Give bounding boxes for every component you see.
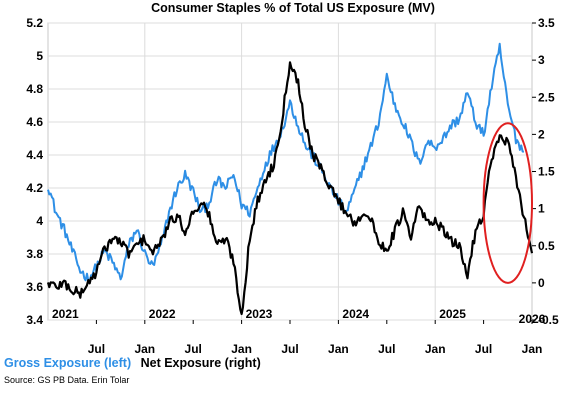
right-tick-label: 2.5 <box>538 90 555 104</box>
left-tick-label: 3.4 <box>26 313 43 327</box>
right-tick-label: 0 <box>538 276 545 290</box>
year-label: 2025 <box>439 307 466 321</box>
legend-gross-exposure: Gross Exposure (left) <box>4 356 132 370</box>
month-label: Jul <box>281 342 298 356</box>
right-tick-label: 3 <box>538 53 545 67</box>
left-tick-label: 3.6 <box>26 280 43 294</box>
left-tick-label: 5.2 <box>26 16 43 30</box>
left-axis: 3.4 3.6 3.8 4 4.2 4.4 4.6 4.8 5 5.2 <box>26 16 43 327</box>
right-tick-label: 1 <box>538 202 545 216</box>
net-exposure-line <box>46 61 534 316</box>
chart-title: Consumer Staples % of Total US Exposure … <box>151 1 435 15</box>
month-label: Jan <box>134 342 155 356</box>
year-label: 2026 <box>519 312 546 326</box>
legend: Gross Exposure (left) Net Exposure (righ… <box>4 356 261 370</box>
series-group <box>46 42 534 316</box>
month-label: Jul <box>88 342 105 356</box>
annotations <box>482 122 533 284</box>
highlight-ellipse <box>482 122 533 284</box>
left-tick-label: 4.2 <box>26 181 43 195</box>
left-tick-label: 3.8 <box>26 247 43 261</box>
right-axis: -0.5 0 0.5 1 1.5 2 2.5 3 3.5 <box>532 16 559 327</box>
month-label: Jul <box>475 342 492 356</box>
source-note: Source: GS PB Data. Erin Tolar <box>4 375 130 385</box>
month-labels: Jul Jan Jul Jan Jul Jan Jul Jan Jul Jan <box>88 320 543 356</box>
month-label: Jan <box>522 342 543 356</box>
year-label: 2022 <box>149 307 176 321</box>
right-tick-label: 3.5 <box>538 16 555 30</box>
left-tick-label: 5 <box>36 49 43 63</box>
right-tick-label: -0.5 <box>538 313 559 327</box>
month-label: Jul <box>378 342 395 356</box>
left-tick-label: 4.8 <box>26 82 43 96</box>
year-label: 2024 <box>342 307 369 321</box>
left-tick-label: 4.4 <box>26 148 43 162</box>
right-tick-label: 2 <box>538 127 545 141</box>
month-label: Jan <box>328 342 349 356</box>
year-labels: 2021 2022 2023 2024 2025 2026 <box>52 307 546 326</box>
left-tick-label: 4 <box>36 214 43 228</box>
year-label: 2021 <box>52 307 79 321</box>
left-tick-label: 4.6 <box>26 115 43 129</box>
month-label: Jul <box>185 342 202 356</box>
right-tick-label: 1.5 <box>538 165 555 179</box>
grid <box>48 22 532 321</box>
legend-net-exposure: Net Exposure (right) <box>140 356 261 370</box>
right-tick-label: 0.5 <box>538 239 555 253</box>
month-label: Jan <box>425 342 446 356</box>
month-label: Jan <box>231 342 252 356</box>
year-label: 2023 <box>246 307 273 321</box>
